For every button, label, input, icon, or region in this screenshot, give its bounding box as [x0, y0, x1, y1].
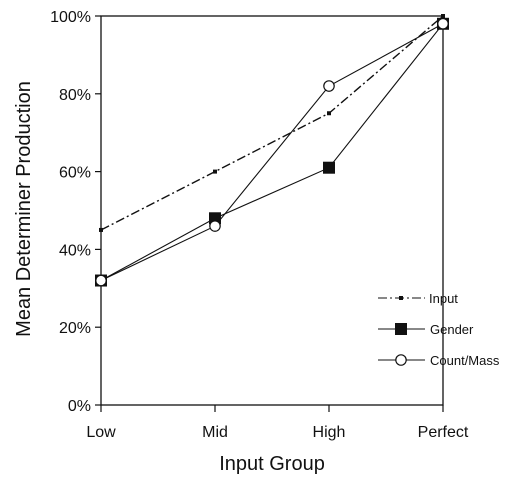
series-line-gender: [100, 23, 444, 282]
legend-marker-count-mass: [395, 354, 407, 366]
legend-marker-input: [399, 296, 403, 300]
y-tick-label: 60%: [59, 165, 91, 182]
series-line-input: [100, 15, 444, 231]
data-point-input: [213, 169, 217, 174]
x-tick-label: High: [313, 424, 346, 441]
x-tick-label: Mid: [202, 424, 228, 441]
data-point-input: [99, 227, 103, 232]
data-point-count-mass: [95, 274, 107, 287]
data-point-input: [327, 111, 331, 116]
legend-label-input: Input: [429, 291, 458, 306]
y-tick-label: 40%: [59, 242, 91, 259]
data-point-input: [441, 14, 445, 18]
data-point-gender: [323, 161, 335, 174]
series-count-mass: [95, 17, 449, 287]
data-point-count-mass: [437, 17, 449, 30]
legend-marker-gender: [395, 323, 407, 335]
data-point-count-mass: [323, 80, 335, 92]
y-tick-label: 100%: [50, 9, 91, 26]
y-tick-label: 80%: [59, 87, 91, 104]
x-tick-label: Perfect: [418, 424, 469, 441]
series-input: [99, 14, 445, 232]
y-axis: 0% 20% 40% 60% 80% 100%: [50, 9, 101, 415]
series-gender: [95, 17, 449, 287]
plot-area-border: [100, 15, 444, 406]
y-axis-title: Mean Determiner Production: [13, 81, 35, 337]
x-tick-label: Low: [86, 424, 116, 441]
x-axis-title: Input Group: [219, 453, 325, 475]
y-tick-label: 20%: [59, 320, 91, 337]
legend-label-gender: Gender: [430, 322, 474, 337]
data-point-count-mass: [209, 220, 221, 232]
series-line-count-mass: [100, 23, 444, 282]
series-layer: [95, 14, 449, 287]
plot-frame: [100, 15, 444, 406]
legend-label-count-mass: Count/Mass: [430, 353, 500, 368]
y-tick-label: 0%: [68, 398, 91, 415]
x-axis: Low Mid High Perfect: [86, 405, 469, 441]
legend: Input Gender Count/Mass: [378, 291, 500, 368]
